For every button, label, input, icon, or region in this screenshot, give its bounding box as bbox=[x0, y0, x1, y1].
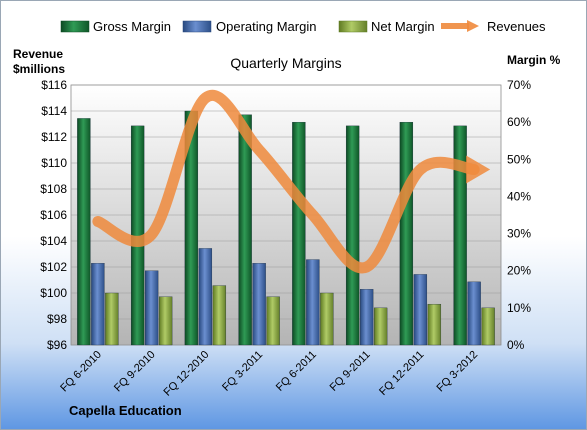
net-margin-bar[interactable] bbox=[320, 292, 334, 346]
net-margin-bar[interactable] bbox=[481, 307, 495, 346]
gross-margin-bar[interactable] bbox=[292, 121, 306, 346]
net-margin-bar[interactable] bbox=[427, 303, 442, 346]
operating-margin-bar[interactable] bbox=[144, 270, 159, 346]
left-tick-label: $112 bbox=[41, 130, 67, 144]
x-tick-label: FQ 3-2011 bbox=[220, 349, 265, 394]
left-tick-label: $108 bbox=[40, 182, 67, 196]
left-tick-label: $110 bbox=[41, 156, 67, 170]
right-axis-ticks: 0% 10% 20% 30% 40% 50% 60% 70% bbox=[507, 78, 531, 352]
x-tick-label: FQ 12-2011 bbox=[377, 349, 426, 398]
x-tick-label: FQ 9-2010 bbox=[112, 349, 158, 395]
gross-margin-bar[interactable] bbox=[238, 114, 252, 346]
revenues-line-arrowhead bbox=[466, 155, 491, 184]
left-tick-label: $102 bbox=[40, 260, 67, 274]
operating-margin-bar[interactable] bbox=[91, 263, 105, 346]
left-axis-title-line1: Revenue bbox=[13, 47, 63, 61]
legend-label: Revenues bbox=[487, 19, 546, 34]
x-tick-label: FQ 9-2011 bbox=[328, 349, 373, 394]
legend-item-operating-margin[interactable]: Operating Margin bbox=[182, 19, 316, 34]
right-axis-title: Margin % bbox=[507, 53, 561, 67]
left-tick-label: $114 bbox=[41, 104, 67, 118]
left-tick-label: $116 bbox=[41, 78, 67, 92]
left-tick-label: $96 bbox=[47, 338, 67, 352]
right-tick-label: 50% bbox=[507, 152, 531, 166]
chart-title: Quarterly Margins bbox=[230, 55, 341, 71]
x-tick-label: FQ 12-2010 bbox=[162, 349, 212, 399]
legend-item-gross-margin[interactable]: Gross Margin bbox=[60, 19, 171, 34]
x-axis-labels: FQ 6-2010 FQ 9-2010 FQ 12-2010 FQ 3-2011 FQ … bbox=[58, 349, 480, 399]
left-axis-ticks: $96 $98 $100 $102 $104 $106 $108 $110 $112 $114 $1… bbox=[40, 78, 67, 352]
bars bbox=[77, 110, 495, 346]
operating-margin-bar[interactable] bbox=[252, 263, 266, 346]
legend-label: Operating Margin bbox=[216, 19, 316, 34]
net-margin-bar[interactable] bbox=[105, 292, 119, 346]
left-tick-label: $98 bbox=[47, 312, 67, 326]
net-margin-bar[interactable] bbox=[158, 296, 173, 346]
company-name: Capella Education bbox=[69, 403, 182, 418]
right-tick-label: 60% bbox=[507, 115, 531, 129]
operating-margin-bar[interactable] bbox=[413, 274, 428, 346]
revenues-line[interactable] bbox=[92, 90, 480, 274]
x-tick-label: FQ 6-2010 bbox=[58, 349, 104, 395]
x-tick-label: FQ 3-2012 bbox=[435, 349, 481, 395]
left-axis-title-line2: $millions bbox=[13, 62, 65, 76]
operating-margin-bar[interactable] bbox=[306, 259, 320, 346]
revenues-series bbox=[92, 90, 491, 274]
gross-margin-bar[interactable] bbox=[345, 125, 360, 346]
gross-margin-bar[interactable] bbox=[399, 121, 414, 346]
net-margin-bar[interactable] bbox=[373, 307, 388, 346]
right-tick-label: 20% bbox=[507, 264, 531, 278]
net-margin-bar[interactable] bbox=[212, 285, 227, 346]
gross-margin-bar[interactable] bbox=[77, 118, 91, 346]
operating-margin-bar[interactable] bbox=[198, 248, 213, 346]
right-tick-label: 30% bbox=[507, 227, 531, 241]
right-tick-label: 10% bbox=[507, 301, 531, 315]
right-tick-label: 0% bbox=[507, 338, 525, 352]
left-tick-label: $100 bbox=[40, 286, 67, 300]
left-tick-label: $106 bbox=[40, 208, 67, 222]
gross-margin-bar[interactable] bbox=[453, 125, 467, 346]
right-tick-label: 70% bbox=[507, 78, 531, 92]
net-margin-bar[interactable] bbox=[266, 296, 280, 346]
x-tick-label: FQ 6-2011 bbox=[274, 349, 319, 394]
legend-item-revenues[interactable]: Revenues bbox=[441, 19, 546, 34]
operating-margin-bar[interactable] bbox=[359, 289, 374, 346]
left-tick-label: $104 bbox=[40, 234, 67, 248]
right-tick-label: 40% bbox=[507, 189, 531, 203]
legend-item-net-margin[interactable]: Net Margin bbox=[338, 19, 435, 34]
legend-label: Net Margin bbox=[371, 19, 435, 34]
legend: Gross Margin Operating Margin Net Margin… bbox=[60, 19, 546, 34]
operating-margin-bar[interactable] bbox=[467, 281, 481, 346]
legend-label: Gross Margin bbox=[93, 19, 171, 34]
